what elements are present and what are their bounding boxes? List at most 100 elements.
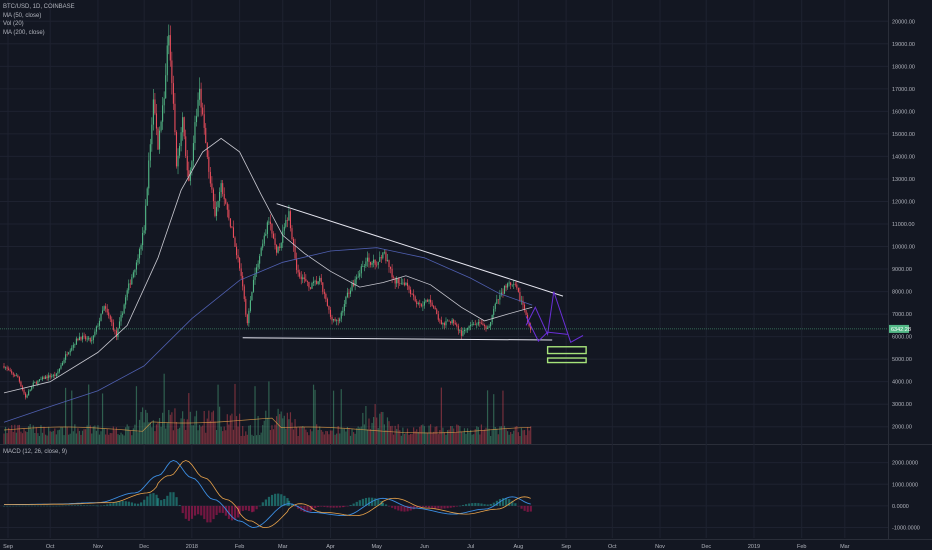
- candle-body: [439, 319, 441, 321]
- candle-body: [419, 303, 421, 305]
- volume-bar: [316, 424, 318, 444]
- macd-histogram-bar: [449, 505, 452, 508]
- volume-bar: [242, 426, 244, 444]
- candle-body: [302, 277, 304, 280]
- ma200-label: MA (200, close): [3, 29, 45, 36]
- volume-bar: [175, 421, 178, 444]
- candle-body: [137, 258, 139, 263]
- candle-body: [155, 113, 158, 129]
- candle-body: [182, 117, 184, 133]
- volume-bar: [399, 430, 401, 444]
- volume-bar: [157, 422, 159, 444]
- volume-bar: [493, 394, 495, 444]
- volume-bar: [368, 418, 370, 444]
- candle-body: [199, 88, 201, 100]
- candle-body: [63, 359, 65, 363]
- candle-body: [162, 105, 164, 122]
- volume-bar: [165, 428, 167, 444]
- time-tick-label: May: [371, 544, 382, 550]
- ma200-line: [3, 247, 533, 423]
- macd-histogram-bar: [250, 505, 254, 513]
- moving-averages: [3, 137, 533, 423]
- volume-bar: [171, 412, 173, 444]
- candle-body: [129, 283, 131, 285]
- volume-bar: [445, 434, 447, 444]
- macd-tick-label: 1000.0000: [892, 482, 918, 488]
- price-tick-label: 9000.00: [892, 267, 912, 273]
- candle-body: [32, 382, 34, 387]
- macd-histogram-bar: [364, 497, 368, 506]
- macd-histogram-bar: [140, 502, 143, 506]
- macd-histogram-bar: [277, 493, 280, 506]
- candle-body: [353, 282, 355, 286]
- candle-body: [368, 257, 370, 262]
- macd-histogram-bar: [286, 498, 289, 506]
- macd-histogram-bar: [109, 503, 112, 506]
- macd-histogram-bar: [465, 504, 468, 506]
- volume-bar: [192, 425, 195, 444]
- macd-histogram-bar: [149, 493, 152, 506]
- candle-body: [266, 222, 268, 235]
- volume-bar: [437, 434, 439, 444]
- candle-body: [14, 374, 16, 377]
- candle-body: [339, 318, 341, 322]
- volume-bar: [140, 411, 142, 444]
- volume-bar: [491, 429, 493, 444]
- price-tick-label: 8000.00: [892, 290, 912, 296]
- macd-histogram-bar: [221, 505, 224, 513]
- candle-body: [54, 374, 56, 376]
- macd-histogram-bar: [458, 505, 462, 507]
- macd-histogram-bar: [341, 505, 344, 508]
- macd-histogram-bar: [112, 502, 115, 506]
- volume-bar: [379, 413, 381, 444]
- macd-histogram-bar: [329, 505, 332, 508]
- volume-bar: [309, 429, 312, 444]
- candle-body: [497, 299, 499, 300]
- volume-bar: [185, 429, 187, 444]
- volume-bar: [20, 431, 22, 444]
- macd-tick-label: -1000.0000: [892, 526, 920, 532]
- macd-histogram-bar: [234, 505, 237, 520]
- projection-path: [525, 291, 584, 344]
- candle-body: [91, 340, 93, 342]
- volume-bar: [44, 434, 47, 444]
- candle-body: [4, 367, 7, 369]
- candle-body: [132, 272, 134, 278]
- candle-body: [519, 292, 521, 301]
- volume-bar: [426, 432, 429, 444]
- candle-body: [280, 242, 282, 248]
- volume-bar: [54, 428, 56, 444]
- candle-body: [425, 300, 427, 302]
- volume-bar: [21, 433, 24, 444]
- volume-bar: [52, 430, 54, 444]
- candle-body: [75, 338, 77, 345]
- volume-bar: [393, 434, 395, 444]
- candle-body: [209, 171, 211, 184]
- volume-bar: [32, 425, 34, 444]
- macd-histogram-bar: [274, 493, 277, 506]
- volume-bar: [300, 426, 302, 444]
- volume-bar: [29, 424, 31, 444]
- volume-bar: [359, 427, 361, 444]
- candle-body: [479, 322, 481, 323]
- candle-body: [422, 305, 424, 307]
- candle-body: [140, 245, 142, 250]
- volume-bar: [336, 433, 338, 444]
- macd-histogram-bar: [358, 500, 361, 506]
- candle-body: [256, 267, 258, 274]
- candle-body: [260, 247, 262, 257]
- candle-body: [351, 282, 353, 291]
- candle-body: [426, 300, 429, 302]
- volume-bar: [342, 428, 344, 444]
- volume-bar: [422, 424, 424, 444]
- candle-body: [286, 220, 288, 221]
- volume-bar: [108, 434, 110, 444]
- candle-body: [109, 315, 111, 320]
- macd-histogram-bar: [46, 505, 49, 507]
- candle-body: [165, 75, 167, 99]
- candle-body: [103, 306, 105, 311]
- candle-body: [46, 376, 48, 379]
- candle-body: [225, 199, 227, 204]
- candle-body: [188, 170, 190, 181]
